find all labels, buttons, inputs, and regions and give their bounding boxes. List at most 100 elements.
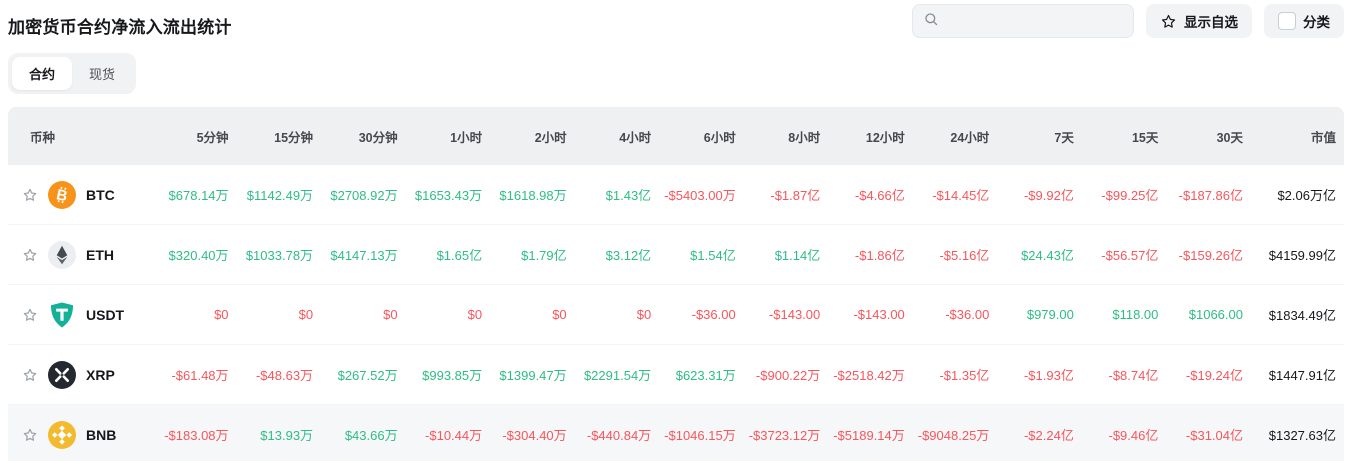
page-title: 加密货币合约净流入流出统计: [8, 18, 232, 37]
coin-symbol: XRP: [86, 366, 115, 383]
flow-value-cell: -$61.48万: [150, 345, 235, 405]
table-row[interactable]: B BTC $678.14万 $1142.49万 $2708.92万 $1653.43…: [8, 165, 1344, 225]
market-cap-cell: $4159.99亿: [1249, 225, 1344, 285]
flow-value-cell: $1142.49万: [234, 165, 320, 225]
usdt-icon: [48, 301, 76, 329]
flow-value-cell: -$5403.00万: [657, 165, 742, 225]
flow-value-cell: -$1.93亿: [995, 345, 1080, 405]
flow-value-cell: -$5189.14万: [826, 405, 911, 461]
flow-value-cell: -$99.25亿: [1079, 165, 1165, 225]
flow-value-cell: -$900.22万: [741, 345, 827, 405]
flow-value-cell: -$187.86亿: [1164, 165, 1249, 225]
flow-value-cell: $3.12亿: [572, 225, 658, 285]
eth-icon: [48, 240, 76, 269]
flow-value-cell: $623.31万: [657, 345, 742, 405]
coin-cell: ETH: [8, 225, 150, 285]
favorite-star-icon[interactable]: [22, 307, 38, 323]
table-row[interactable]: ETH $320.40万 $1033.78万 $4147.13万 $1.65亿 $1.7…: [8, 225, 1344, 285]
search-input[interactable]: [945, 13, 1123, 29]
favorite-star-icon[interactable]: [22, 427, 38, 443]
table-row[interactable]: XRP -$61.48万 -$48.63万 $267.52万 $993.85万 $139…: [8, 345, 1344, 405]
table-body: B BTC $678.14万 $1142.49万 $2708.92万 $1653.43…: [8, 165, 1344, 461]
flow-value-cell: -$9.92亿: [995, 165, 1080, 225]
flow-value-cell: $993.85万: [403, 345, 489, 405]
flow-value-cell: -$304.40万: [488, 405, 573, 461]
coin-cell: B BTC: [8, 165, 150, 225]
flow-value-cell: $2708.92万: [319, 165, 404, 225]
tab-bar: 合约 现货: [8, 53, 137, 94]
column-header: 市值: [1249, 107, 1344, 165]
flow-value-cell: -$1046.15万: [657, 405, 742, 461]
flow-value-cell: -$9.46亿: [1079, 405, 1165, 461]
category-button[interactable]: 分类: [1264, 4, 1344, 38]
flow-value-cell: $1618.98万: [488, 165, 573, 225]
search-icon: [923, 11, 939, 32]
flow-value-cell: -$159.26亿: [1164, 225, 1249, 285]
column-header: 5分钟: [150, 107, 235, 165]
column-header: 15天: [1079, 107, 1165, 165]
flow-value-cell: -$4.66亿: [826, 165, 911, 225]
flows-table: 币种 5分钟 15分钟 30分钟 1小时 2小时 4小时 6小时 8小时 12小时 24小时 7天 15…: [8, 107, 1344, 461]
coin-symbol: BNB: [86, 426, 117, 443]
show-favorites-label: 显示自选: [1184, 15, 1238, 30]
btc-icon: B: [48, 180, 76, 209]
coin-symbol: BTC: [86, 186, 115, 203]
flow-value-cell: -$56.57亿: [1079, 225, 1165, 285]
flow-value-cell: $1.79亿: [488, 225, 573, 285]
flow-value-cell: -$36.00: [910, 285, 996, 345]
flow-value-cell: -$10.44万: [403, 405, 489, 461]
market-cap-cell: $1834.49亿: [1249, 285, 1344, 345]
table-head: 币种 5分钟 15分钟 30分钟 1小时 2小时 4小时 6小时 8小时 12小时 24小时 7天 15…: [8, 107, 1344, 165]
flow-value-cell: $0: [488, 285, 573, 345]
column-header: 7天: [995, 107, 1080, 165]
tab-contracts[interactable]: 合约: [12, 57, 73, 90]
flow-value-cell: $1.43亿: [572, 165, 658, 225]
flow-value-cell: -$36.00: [657, 285, 742, 345]
market-cap-cell: $1327.63亿: [1249, 405, 1344, 461]
flow-value-cell: $979.00: [995, 285, 1080, 345]
star-icon: [1160, 13, 1177, 30]
flow-value-cell: -$1.35亿: [910, 345, 996, 405]
column-header: 15分钟: [234, 107, 320, 165]
column-header: 1小时: [403, 107, 489, 165]
table-header-row: 币种 5分钟 15分钟 30分钟 1小时 2小时 4小时 6小时 8小时 12小时 24小时 7天 15…: [8, 107, 1344, 165]
flow-value-cell: -$183.08万: [150, 405, 235, 461]
xrp-icon: [48, 360, 76, 389]
favorite-star-icon[interactable]: [22, 187, 38, 203]
market-cap-cell: $2.06万亿: [1249, 165, 1344, 225]
coin-cell: XRP: [8, 345, 150, 405]
column-header-coin: 币种: [8, 107, 150, 165]
flow-value-cell: $43.66万: [319, 405, 404, 461]
flow-value-cell: $0: [234, 285, 320, 345]
table-row[interactable]: USDT $0 $0 $0 $0 $0 $0 -$36.00 -$143.00 -$143.00…: [8, 285, 1344, 345]
flow-value-cell: $320.40万: [150, 225, 235, 285]
column-header: 24小时: [910, 107, 996, 165]
column-header: 2小时: [488, 107, 573, 165]
coin-symbol: ETH: [86, 246, 114, 263]
flow-value-cell: $0: [403, 285, 489, 345]
flow-value-cell: -$14.45亿: [910, 165, 996, 225]
flow-value-cell: -$31.04亿: [1164, 405, 1249, 461]
favorite-star-icon[interactable]: [22, 367, 38, 383]
flow-value-cell: $0: [150, 285, 235, 345]
flow-value-cell: -$48.63万: [234, 345, 320, 405]
table-row[interactable]: BNB -$183.08万 $13.93万 $43.66万 -$10.44万 -$304…: [8, 405, 1344, 461]
category-label: 分类: [1303, 15, 1330, 30]
show-favorites-button[interactable]: 显示自选: [1146, 4, 1252, 38]
flow-value-cell: $1653.43万: [403, 165, 489, 225]
flow-value-cell: $2291.54万: [572, 345, 658, 405]
search-box[interactable]: [912, 4, 1134, 38]
favorite-star-icon[interactable]: [22, 247, 38, 263]
category-checkbox[interactable]: [1278, 12, 1296, 30]
flow-value-cell: $1.14亿: [741, 225, 827, 285]
flow-value-cell: $118.00: [1079, 285, 1165, 345]
flow-value-cell: $0: [572, 285, 658, 345]
bnb-icon: [48, 420, 76, 449]
flow-value-cell: -$1.87亿: [741, 165, 827, 225]
flow-value-cell: $267.52万: [319, 345, 404, 405]
flow-value-cell: -$2518.42万: [826, 345, 911, 405]
tab-spot[interactable]: 现货: [89, 67, 116, 82]
flow-value-cell: -$143.00: [741, 285, 827, 345]
flow-value-cell: -$2.24亿: [995, 405, 1080, 461]
